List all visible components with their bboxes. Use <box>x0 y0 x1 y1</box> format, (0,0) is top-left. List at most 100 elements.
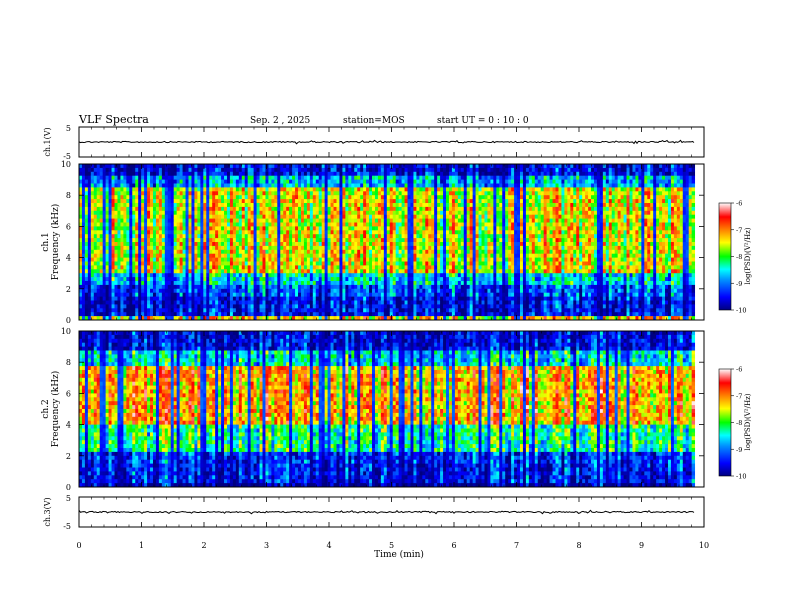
ch1-spectrogram-cell <box>354 288 358 294</box>
ch1-spectrogram-cell <box>218 245 222 251</box>
ch1-spectrogram-cell <box>170 312 175 317</box>
ch1-spectrogram-cell <box>416 191 420 196</box>
ch1-spectrogram-cell <box>274 187 278 192</box>
ch1-spectrogram-cell <box>419 265 423 270</box>
ch1-spectrogram-cell <box>250 164 255 169</box>
ch1-spectrogram-cell <box>170 214 175 219</box>
ch1-spectrogram-cell <box>298 288 302 294</box>
ch1-spectrogram-cell <box>366 171 370 177</box>
ch1-spectrogram-cell <box>404 296 408 301</box>
ch1-spectrogram-cell <box>298 273 302 278</box>
ch1-spectrogram-cell <box>342 195 346 200</box>
ch1-spectrogram-cell <box>259 261 263 266</box>
ch1-spectrogram-cell <box>309 226 314 231</box>
ch1-spectrogram-cell <box>377 226 382 231</box>
ch1-spectrogram-cell <box>283 312 287 317</box>
ch1-spectrogram-cell <box>386 312 391 317</box>
ch1-spectrogram-cell <box>389 171 394 177</box>
ch1-spectrogram-cell <box>372 242 376 247</box>
ch1-spectrogram-cell <box>425 300 429 305</box>
ch1-ytick-top: 5 <box>66 124 71 133</box>
ch1-spectrogram-cell <box>377 195 382 200</box>
ch1-spectrogram-cell <box>369 249 373 255</box>
ch1-spectrogram-cell <box>360 210 364 216</box>
ch1-spectrogram-cell <box>345 242 349 247</box>
ch1-spectrogram-cell <box>256 230 260 235</box>
ch1-spectrogram-cell <box>96 304 101 309</box>
ch1-spectrogram-cell <box>292 316 296 321</box>
ch1-spectrogram-cell <box>197 265 201 270</box>
ch1-spectrogram-cell <box>167 245 172 251</box>
ch1-spectrogram-cell <box>392 234 397 239</box>
ch1-spectrogram-cell <box>108 238 112 243</box>
ch1-spectrogram-cell <box>431 253 435 258</box>
ch1-spectrogram-cell <box>197 214 201 219</box>
ch1-spectrogram-cell <box>392 312 397 317</box>
ch1-spectrogram-cell <box>152 218 157 223</box>
ch1-spectrogram-cell <box>357 269 361 274</box>
ch1-spectrogram-cell <box>79 257 83 262</box>
ch1-spectrogram-cell <box>167 226 172 231</box>
ch1-spectrogram-cell <box>241 308 246 313</box>
ch1-spectrogram-cell <box>206 242 210 247</box>
ch1-spectrogram-cell <box>298 296 302 301</box>
ch1-spectrogram-cell <box>407 292 411 297</box>
ch1-spectrogram-cell <box>176 222 181 227</box>
ch1-spectrogram-cell <box>425 206 429 212</box>
ch1-spectrogram-cell <box>292 187 296 192</box>
ch1-spectrogram-cell <box>389 261 394 266</box>
ch1-spectrogram-cell <box>404 238 408 243</box>
ch1-spectrogram-cell <box>188 210 192 216</box>
ch1-spectrogram-cell <box>277 206 281 212</box>
ch1-spectrogram-cell <box>224 245 228 251</box>
ch1-spectrogram-cell <box>425 222 429 227</box>
ch1-spectrogram-cell <box>268 167 272 173</box>
ch1-spectrogram-cell <box>256 253 260 258</box>
ch1-spectrogram-cell <box>117 195 121 200</box>
ch1-spectrogram-cell <box>90 300 95 305</box>
ch1-spectrogram-cell <box>238 257 243 262</box>
ch1-spectrogram-cell <box>395 210 400 216</box>
ch1-spectrogram-cell <box>170 167 175 173</box>
ch1-spectrogram-cell <box>321 179 326 184</box>
ch1-spectrogram-cell <box>404 245 408 251</box>
ch1-spectrogram-cell <box>161 210 166 216</box>
ch1-spectrogram-cell <box>351 179 355 184</box>
ch1-spectrogram-cell <box>363 304 367 309</box>
ch1-spectrogram-cell <box>339 206 343 212</box>
ch1-spectrogram-cell <box>176 300 181 305</box>
ch1-spectrogram-cell <box>330 191 334 196</box>
ch1-spectrogram-cell <box>363 281 367 286</box>
ch1-spectrogram-cell <box>218 265 222 270</box>
ch1-spectrogram-cell <box>306 253 311 258</box>
ch1-spectrogram-cell <box>354 316 358 321</box>
ch1-spectrogram-cell <box>108 269 112 274</box>
ch1-spectrogram-cell <box>354 187 358 192</box>
ch1-spectrogram-cell <box>206 183 210 188</box>
ch1-spectrogram-cell <box>404 312 408 317</box>
ch1-spectrogram-cell <box>336 226 340 231</box>
ch1-spectrogram-cell <box>147 164 151 169</box>
ch1-spectrogram-cell <box>289 171 293 177</box>
ch1-spectrogram-cell <box>277 265 281 270</box>
ch1-spectrogram-cell <box>212 284 216 290</box>
ch1-spectrogram-cell <box>300 199 305 204</box>
ch1-spectrogram-cell <box>241 218 246 223</box>
ch1-spectrogram-cell <box>105 218 109 223</box>
ch1-spectrogram-cell <box>253 281 257 286</box>
ch1-spectrogram-cell <box>179 214 183 219</box>
ch1-spectrogram-cell <box>312 284 317 290</box>
ch1-spectrogram-cell <box>386 210 391 216</box>
ch1-spectrogram-cell <box>161 234 166 239</box>
ch1-spectrogram-cell <box>377 253 382 258</box>
ch1-spectrogram-cell <box>360 191 364 196</box>
ch1-spectrogram-cell <box>395 292 400 297</box>
ch1-spectrogram-cell <box>170 218 175 223</box>
ch1-spectrogram-cell <box>336 281 340 286</box>
ch1-spectrogram-cell <box>129 191 133 196</box>
ch1-spectrogram-cell <box>114 265 118 270</box>
ch1-spectrogram-cell <box>339 257 343 262</box>
ch1-spectrogram-cell <box>277 249 281 255</box>
ch1-spectrogram-cell <box>235 253 240 258</box>
ch1-spectrogram-cell <box>209 210 213 216</box>
